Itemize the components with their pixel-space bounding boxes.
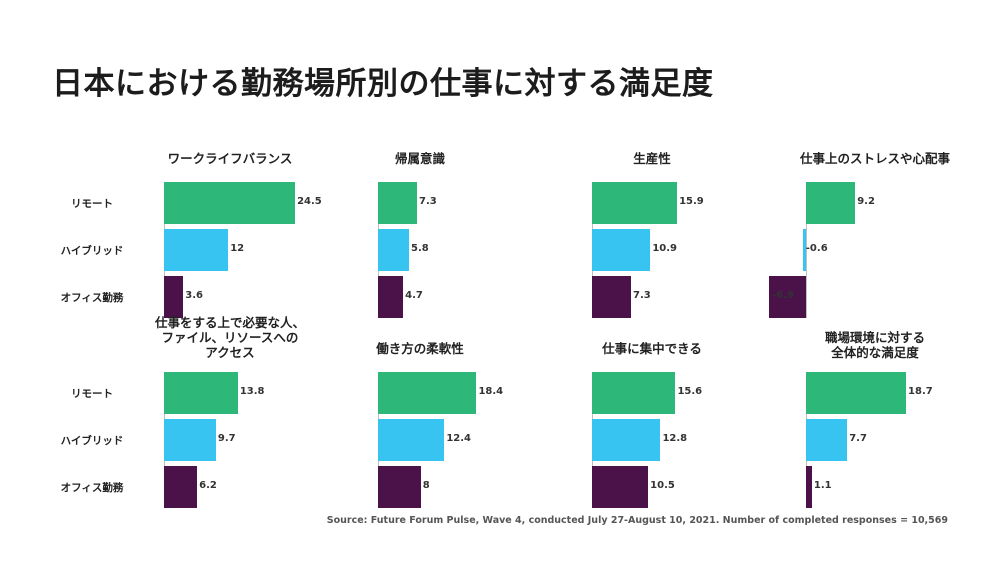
bar-5-1 (164, 372, 238, 414)
bar-3-3 (592, 276, 632, 318)
bar-6-1 (378, 372, 477, 414)
value-label-5-3: 6.2 (199, 480, 217, 491)
bar-8-2 (806, 419, 848, 461)
value-label-1-2: 12 (230, 243, 245, 254)
bar-2-2 (378, 229, 410, 271)
row-label-1-3: オフィス勤務 (60, 292, 124, 304)
zero-axis-4 (806, 182, 807, 318)
bar-2-3 (378, 276, 404, 318)
bar-7-3 (592, 466, 649, 508)
bar-4-3 (769, 276, 806, 318)
value-label-6-2: 12.4 (446, 433, 472, 444)
row-label-1-2: ハイブリッド (60, 245, 124, 257)
panel-title-6: 働き方の柔軟性 (376, 341, 464, 356)
value-label-6-3: 8 (422, 480, 430, 491)
value-label-3-1: 15.9 (679, 196, 704, 207)
bar-7-2 (592, 419, 661, 461)
value-label-1-1: 24.5 (297, 196, 322, 207)
bar-5-2 (164, 419, 216, 461)
panel-title-8: 職場環境に対する 全体的な満足度 (824, 330, 925, 360)
bar-6-3 (378, 466, 421, 508)
bar-1-1 (164, 182, 296, 224)
panel-title-7: 仕事に集中できる (602, 341, 702, 356)
bar-1-2 (164, 229, 229, 271)
value-label-7-3: 10.5 (650, 480, 675, 491)
bar-6-2 (378, 419, 445, 461)
value-label-6-1: 18.4 (478, 386, 504, 397)
bar-4-2 (802, 229, 806, 271)
value-label-5-2: 9.7 (217, 433, 236, 444)
panel-title-5: 仕事をする上で必要な人、 ファイル、リソースへの アクセス (154, 315, 305, 360)
value-label-7-1: 15.6 (677, 386, 703, 397)
bar-1-3 (164, 276, 184, 318)
value-label-2-2: 5.8 (411, 243, 429, 254)
bar-8-3 (806, 466, 812, 508)
bar-4-1 (806, 182, 856, 224)
value-label-3-2: 10.9 (652, 243, 677, 254)
bar-3-1 (592, 182, 678, 224)
panel-title-1: ワークライフバランス (167, 151, 293, 166)
bar-3-2 (592, 229, 651, 271)
value-label-4-3: -6.9 (772, 290, 794, 301)
panel-title-4: 仕事上のストレスや心配事 (799, 151, 950, 166)
value-label-3-3: 7.3 (633, 290, 651, 301)
source-note: Source: Future Forum Pulse, Wave 4, cond… (326, 515, 948, 526)
value-label-8-1: 18.7 (908, 386, 933, 397)
bar-8-1 (806, 372, 907, 414)
panel-title-3: 生産性 (633, 151, 671, 166)
row-label-2-3: オフィス勤務 (60, 482, 124, 494)
row-label-2-2: ハイブリッド (60, 435, 124, 447)
row-label-1-1: リモート (71, 198, 113, 210)
bar-5-3 (164, 466, 198, 508)
bar-7-1 (592, 372, 676, 414)
row-label-2-1: リモート (71, 388, 113, 400)
page-title: 日本における勤務場所別の仕事に対する満足度 (52, 66, 714, 102)
panel-title-2: 帰属意識 (394, 151, 445, 166)
value-label-4-1: 9.2 (857, 196, 875, 207)
value-label-7-2: 12.8 (662, 433, 688, 444)
bar-2-1 (378, 182, 418, 224)
value-label-4-2: -0.6 (805, 243, 828, 254)
value-label-1-3: 3.6 (185, 290, 203, 301)
value-label-5-1: 13.8 (239, 386, 265, 397)
value-label-8-3: 1.1 (813, 480, 832, 491)
value-label-8-2: 7.7 (849, 433, 867, 444)
value-label-2-1: 7.3 (419, 196, 437, 207)
value-label-2-3: 4.7 (405, 290, 423, 301)
